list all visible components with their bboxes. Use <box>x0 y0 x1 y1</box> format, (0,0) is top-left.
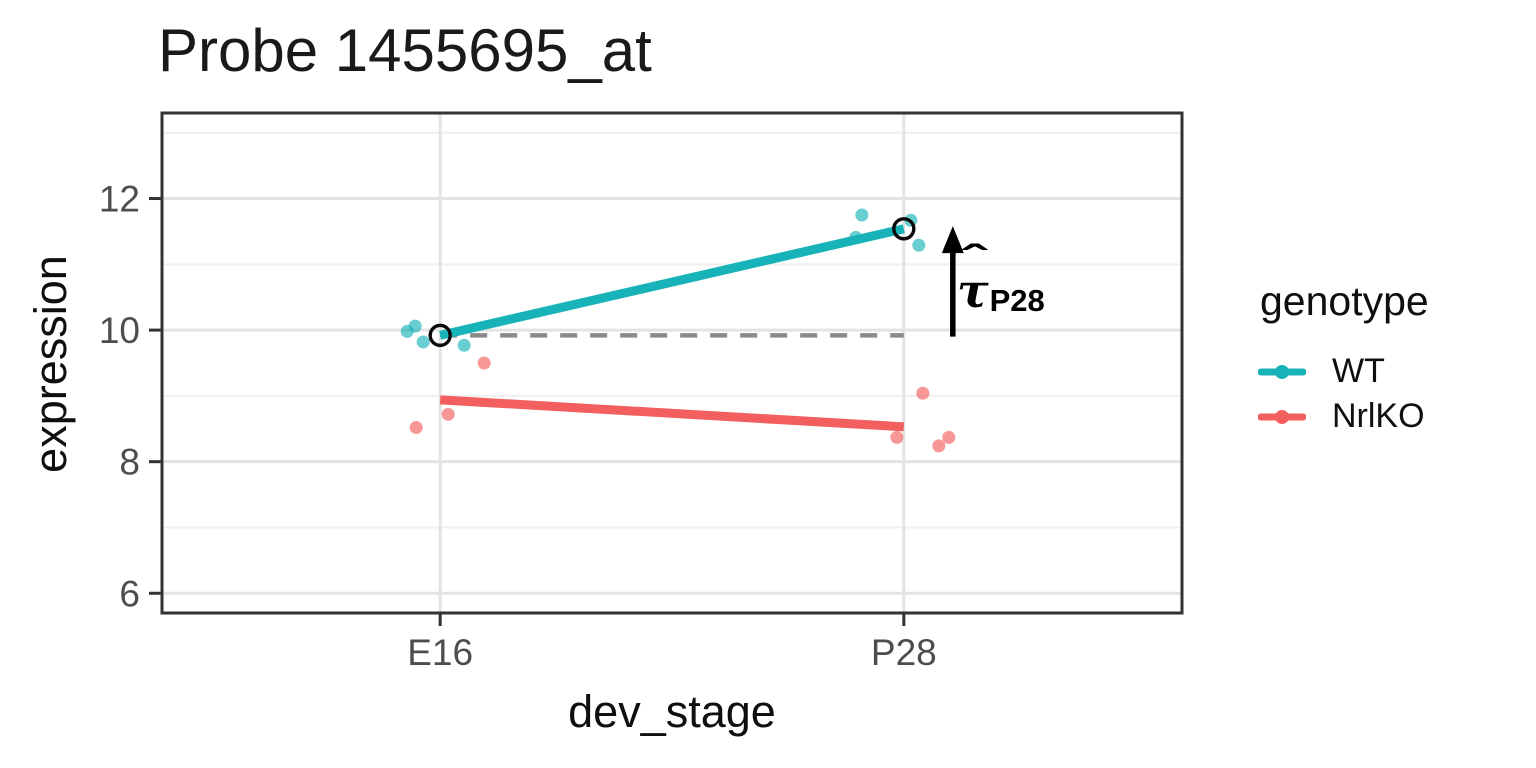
data-point-nrlko <box>441 407 455 421</box>
fit-line-wt <box>439 224 905 340</box>
data-point-nrlko <box>409 420 423 434</box>
legend-key-nrlko-icon <box>1258 409 1306 424</box>
legend-key-wt-icon <box>1258 364 1306 379</box>
legend-label-nrlko: NrlKO <box>1332 397 1425 435</box>
data-point-wt <box>855 208 869 222</box>
y-tick-label: 12 <box>99 179 140 220</box>
data-point-nrlko <box>477 356 491 370</box>
legend-item-wt: WT <box>1258 349 1429 394</box>
tau-subscript: P28 <box>989 283 1045 318</box>
tau-annotation-label: ˆ τ P28 <box>957 241 1045 319</box>
tau-hat-accent: ˆ <box>961 239 986 281</box>
legend-item-nrlko: NrlKO <box>1258 394 1429 439</box>
fitted-mean-circle <box>892 217 916 241</box>
y-tick-label: 10 <box>99 310 140 351</box>
legend-label-wt: WT <box>1332 352 1385 390</box>
data-point-wt <box>408 319 422 333</box>
x-tick-label: E16 <box>407 632 473 673</box>
fit-line-nrlko <box>439 395 905 432</box>
data-point-nrlko <box>916 386 930 400</box>
data-point-nrlko <box>932 439 946 453</box>
data-point-wt <box>912 238 926 252</box>
data-point-wt <box>457 338 471 352</box>
data-point-wt <box>416 335 430 349</box>
x-axis-title: dev_stage <box>568 686 776 737</box>
legend-title: genotype <box>1260 278 1429 324</box>
y-tick-label: 6 <box>119 573 140 614</box>
tau-symbol: τ <box>957 264 989 319</box>
fitted-mean-circle <box>428 323 452 348</box>
plot-title: Probe 1455695_at <box>158 17 652 84</box>
data-point-nrlko <box>942 430 956 444</box>
x-tick-label: P28 <box>871 632 937 673</box>
tau-arrow-head <box>941 226 964 254</box>
legend: genotype WT NrlKO <box>1258 278 1429 439</box>
data-point-nrlko <box>890 430 904 444</box>
panel-border <box>160 111 1184 615</box>
y-tick-label: 8 <box>119 442 140 483</box>
